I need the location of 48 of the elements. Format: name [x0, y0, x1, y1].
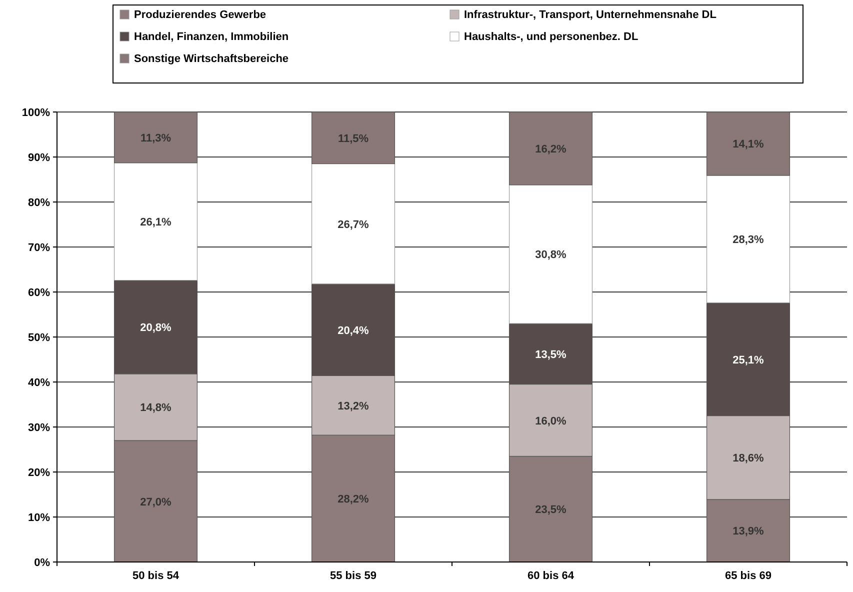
y-tick-label: 90% [28, 152, 50, 164]
y-tick-label: 50% [28, 332, 50, 344]
data-label: 11,3% [140, 132, 172, 144]
x-tick-label: 55 bis 59 [330, 570, 376, 582]
bar [508, 184, 593, 324]
bar [114, 162, 198, 281]
data-label: 14,8% [140, 402, 172, 414]
bar [311, 163, 396, 284]
legend-label: Infrastruktur-, Transport, Unternehmensnahe DL [464, 9, 717, 21]
data-label: 16,2% [535, 143, 567, 156]
data-label: 18,6% [732, 452, 764, 465]
bar [706, 175, 790, 304]
data-label: 26,1% [140, 216, 172, 229]
legend-label: Sonstige Wirtschaftsbereiche [134, 53, 289, 65]
bar [706, 112, 790, 176]
y-tick-label: 60% [28, 287, 50, 299]
bar [508, 112, 593, 186]
y-tick-label: 0% [34, 557, 50, 569]
data-label: 14,1% [732, 138, 764, 151]
data-label: 11,5% [338, 132, 369, 145]
data-label: 30,8% [535, 249, 567, 262]
x-tick-label: 50 bis 54 [132, 570, 180, 582]
y-tick-label: 20% [28, 467, 50, 479]
bar [311, 112, 396, 164]
data-label: 13,5% [535, 348, 567, 361]
data-label: 20,8% [140, 322, 172, 334]
data-label: 28,2% [338, 494, 370, 506]
data-label: 28,3% [732, 234, 764, 246]
y-tick-label: 30% [28, 422, 50, 434]
data-label: 16,0% [535, 415, 567, 428]
data-label: 25,1% [732, 354, 764, 366]
y-tick-label: 70% [28, 242, 50, 254]
bar [114, 112, 198, 164]
data-label: 27,0% [140, 496, 172, 508]
y-tick-label: 40% [28, 377, 50, 389]
data-label: 13,2% [338, 400, 370, 412]
y-tick-label: 80% [28, 197, 50, 209]
legend-label: Produzierendes Gewerbe [134, 9, 266, 21]
x-tick-label: 65 bis 69 [725, 570, 772, 582]
legend-label: Haushalts-, und personenbez. DL [464, 31, 638, 43]
y-tick-label: 100% [22, 107, 50, 119]
data-label: 20,4% [338, 324, 370, 337]
data-label: 26,7% [338, 218, 370, 231]
x-tick-label: 60 bis 64 [528, 570, 575, 582]
data-label: 13,9% [732, 526, 764, 538]
y-tick-label: 10% [28, 512, 50, 524]
legend-label: Handel, Finanzen, Immobilien [134, 31, 289, 43]
data-label: 23,5% [535, 504, 567, 516]
